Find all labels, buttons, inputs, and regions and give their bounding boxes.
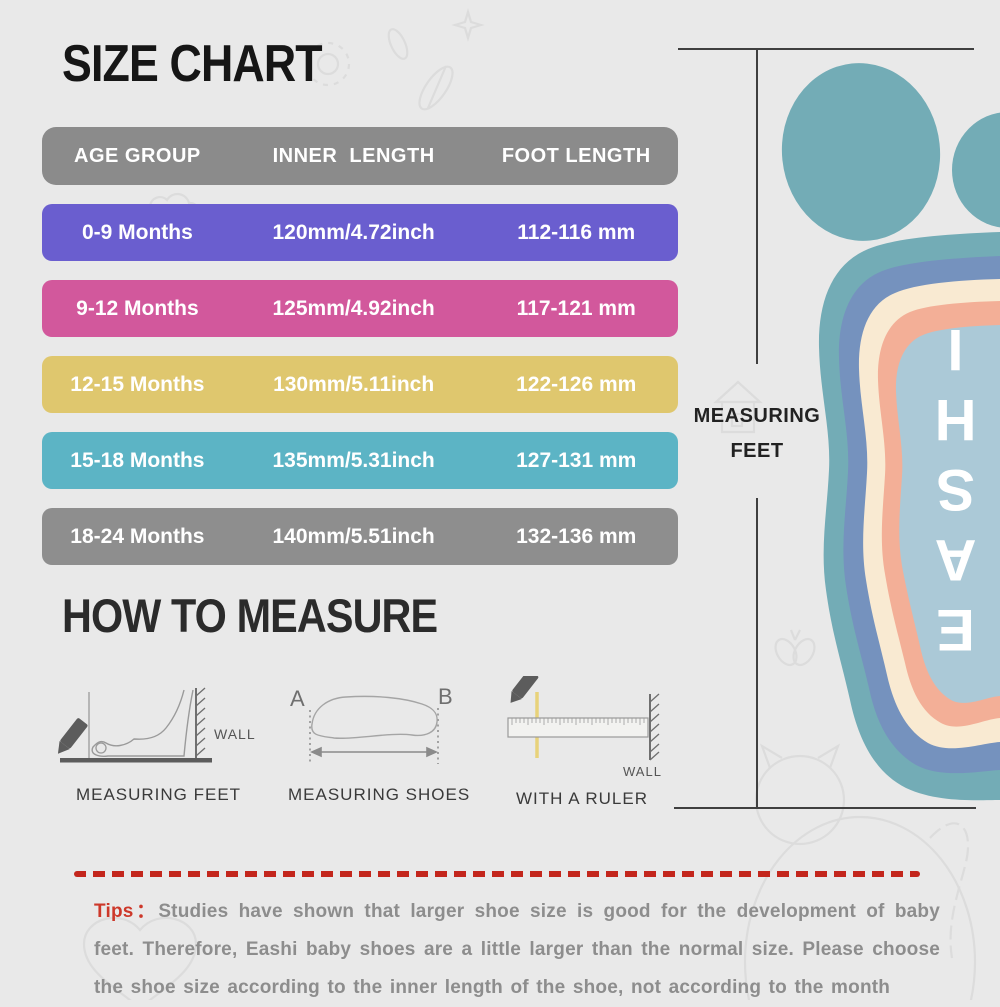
big-toe [781, 63, 941, 241]
inner-length-cell: 135mm/5.31inch [272, 448, 435, 472]
foot-sketch [91, 689, 194, 757]
age-cell: 18-24 Months [70, 524, 205, 548]
age-cell: 9-12 Months [76, 296, 199, 320]
length-arrow [310, 746, 438, 758]
floor-line [60, 758, 212, 763]
divider-dashed-line [74, 871, 920, 877]
foot-sole-inner [895, 325, 1000, 703]
age-cell: 15-18 Months [70, 448, 205, 472]
size-table: AGE GROUP INNER LENGTH FOOT LENGTH 0-9 M… [42, 127, 678, 565]
tips-text: Tips：Studies have shown that larger shoe… [94, 893, 940, 1007]
header-inner-length: INNER LENGTH [272, 144, 435, 167]
size-table-header: AGE GROUP INNER LENGTH FOOT LENGTH [42, 127, 678, 185]
age-cell: 12-15 Months [70, 372, 205, 396]
age-cell: 0-9 Months [81, 220, 193, 244]
diagram-measuring-shoes: A B MEASURING SHOES [288, 676, 471, 805]
diagram-with-a-ruler: WALL WITH A RULER [496, 669, 668, 809]
table-row: 0-9 Months 120mm/4.72inch 112-116 mm [42, 204, 678, 261]
table-row: 15-18 Months 135mm/5.31inch 127-131 mm [42, 432, 678, 489]
wall-hatch [649, 693, 660, 761]
diagram-caption: WITH A RULER [516, 789, 648, 808]
how-to-measure-title: HOW TO MEASURE [62, 589, 438, 642]
foot-length-cell: 112-116 mm [517, 220, 636, 244]
doodle-butterfly [774, 629, 816, 667]
diagram-measuring-feet: WALL MEASURING FEET [56, 676, 261, 805]
doodle-heart [82, 916, 198, 1000]
foot-length-cell: 122-126 mm [516, 372, 637, 396]
measuring-shoes-illustration: A B [290, 684, 453, 764]
doodle-flower [316, 52, 340, 76]
ruler-illustration: WALL [507, 669, 662, 779]
measure-line-vertical-upper [756, 48, 758, 364]
header-age-group: AGE GROUP [74, 144, 201, 167]
point-b-label: B [438, 684, 453, 709]
doodle-star [451, 8, 485, 42]
wall-hatch [195, 687, 206, 760]
inner-length-cell: 130mm/5.11inch [273, 372, 435, 396]
measure-line-top [678, 48, 974, 50]
diagram-caption: MEASURING FEET [75, 785, 242, 804]
header-foot-length: FOOT LENGTH [501, 144, 651, 167]
pencil-icon [510, 669, 539, 703]
inner-length-cell: 125mm/4.92inch [272, 296, 435, 320]
tips-body: Studies have shown that larger shoe size… [94, 901, 940, 998]
ruler-icon [507, 717, 649, 738]
table-row: 12-15 Months 130mm/5.11inch 122-126 mm [42, 356, 678, 413]
wall-label: WALL [214, 726, 256, 742]
measure-line-bottom [674, 807, 976, 809]
measuring-feet-illustration: WALL [57, 687, 256, 763]
shoe-sole-outline [311, 695, 438, 740]
point-a-label: A [290, 686, 305, 711]
doodle-leaf [418, 65, 454, 111]
tips-label: Tips： [94, 901, 159, 922]
page-title: SIZE CHART [62, 35, 323, 93]
foot-length-cell: 132-136 mm [516, 524, 637, 548]
foot-length-cell: 117-121 mm [516, 296, 636, 320]
pencil-icon [57, 718, 88, 754]
measure-line-vertical-lower [756, 498, 758, 809]
diagram-caption: MEASURING SHOES [288, 785, 471, 804]
foot-length-cell: 127-131 mm [516, 448, 637, 472]
wall-label: WALL [623, 764, 662, 779]
second-toe [952, 112, 1000, 228]
doodle-house [713, 380, 763, 434]
inner-length-cell: 120mm/4.72inch [272, 220, 435, 244]
inner-length-cell: 140mm/5.51inch [272, 524, 435, 548]
brand-vertical-text: EASHI [923, 312, 988, 662]
measuring-feet-label: MEASURING FEET [693, 405, 821, 462]
baby-foot-graphic [781, 63, 1000, 801]
table-row: 18-24 Months 140mm/5.51inch 132-136 mm [42, 508, 678, 565]
table-row: 9-12 Months 125mm/4.92inch 117-121 mm [42, 280, 678, 337]
